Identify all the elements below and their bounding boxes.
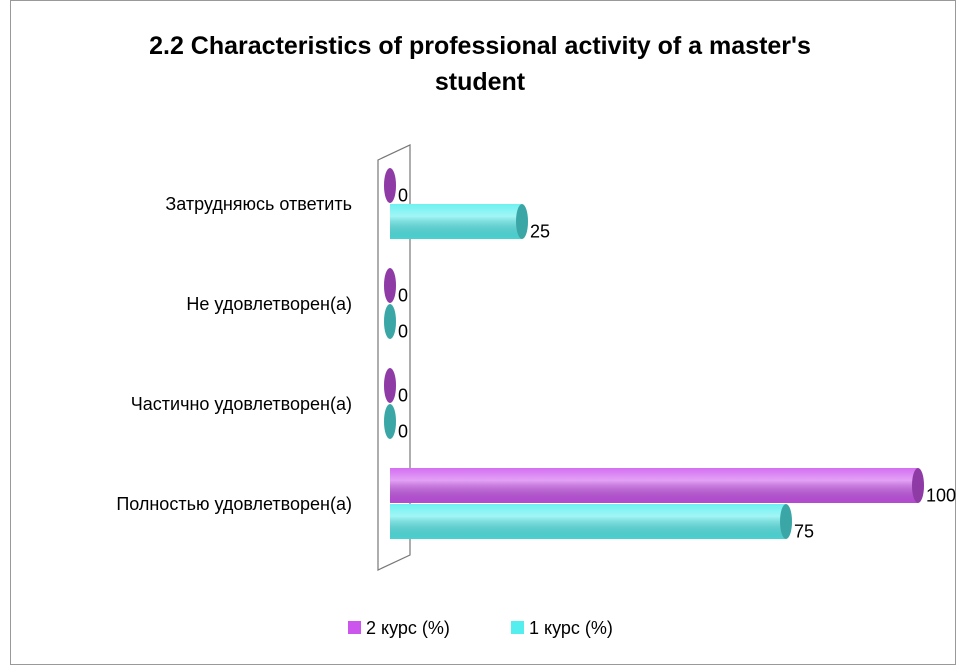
- bar-cap: [384, 368, 396, 403]
- chart-title: 2.2 Characteristics of professional acti…: [149, 32, 811, 96]
- bar: [390, 504, 792, 539]
- bar-cap: [384, 268, 396, 303]
- bar: [384, 168, 396, 203]
- data-label: 0: [398, 421, 408, 441]
- legend-label: 1 курс (%): [529, 618, 613, 638]
- back-wall: [377, 144, 411, 571]
- bar-cap: [384, 404, 396, 439]
- bar: [390, 468, 924, 503]
- data-label: 0: [398, 385, 408, 405]
- bar-shade: [390, 468, 918, 503]
- data-label: 0: [398, 321, 408, 341]
- legend-swatch: [511, 621, 524, 634]
- y-tick-label: Частично удовлетворен(а): [131, 394, 352, 414]
- chart-border: [10, 0, 956, 665]
- bar-cap-shade: [384, 268, 396, 303]
- data-label: 0: [398, 285, 408, 305]
- bar: [384, 404, 396, 439]
- bar-cap-shade: [516, 204, 528, 239]
- bar-shade: [390, 504, 786, 539]
- bar-cap-shade: [780, 504, 792, 539]
- bar-cap-shade: [384, 304, 396, 339]
- bar-cap: [384, 304, 396, 339]
- y-tick-label: Затрудняюсь ответить: [165, 194, 352, 214]
- y-tick-label: Не удовлетворен(а): [186, 294, 352, 314]
- y-tick-label: Полностью удовлетворен(а): [116, 494, 352, 514]
- data-label: 100: [926, 485, 956, 505]
- bar-cap: [912, 468, 924, 503]
- legend-label: 2 курс (%): [366, 618, 450, 638]
- data-label: 0: [398, 185, 408, 205]
- bar-cap-shade: [912, 468, 924, 503]
- bar-shade: [390, 204, 522, 239]
- legend-swatch: [348, 621, 361, 634]
- bar-cap-shade: [384, 368, 396, 403]
- bar: [384, 268, 396, 303]
- bar-cap-shade: [384, 404, 396, 439]
- data-label: 75: [794, 521, 814, 541]
- bar: [384, 368, 396, 403]
- data-label: 25: [530, 221, 550, 241]
- bar-cap: [516, 204, 528, 239]
- bar: [384, 304, 396, 339]
- bar-cap: [780, 504, 792, 539]
- bar-cap-shade: [384, 168, 396, 203]
- bar: [390, 204, 528, 239]
- bar-cap: [384, 168, 396, 203]
